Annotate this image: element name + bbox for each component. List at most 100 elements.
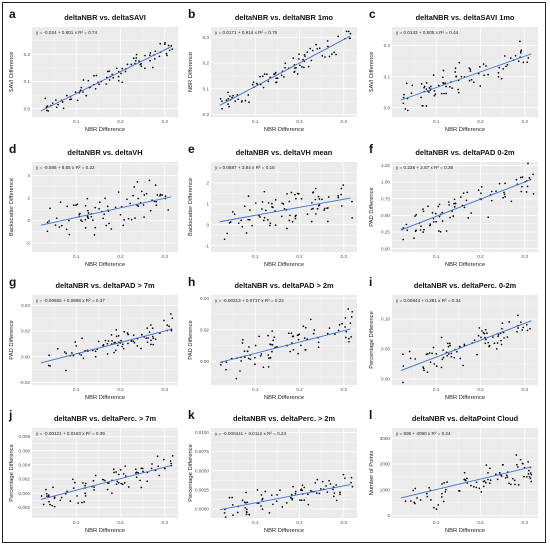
- data-point: [93, 489, 95, 491]
- data-point: [158, 474, 160, 477]
- x-tick-label: 0.3: [341, 254, 348, 259]
- x-tick-label: 0.3: [522, 254, 529, 259]
- data-point: [102, 344, 104, 347]
- data-point: [466, 477, 468, 480]
- data-point: [402, 381, 404, 384]
- data-point: [226, 232, 228, 235]
- data-point: [468, 67, 471, 69]
- data-point: [119, 213, 122, 216]
- data-point: [312, 207, 314, 210]
- data-point: [146, 341, 149, 344]
- data-point: [156, 455, 159, 458]
- data-point: [134, 472, 137, 474]
- data-point: [259, 355, 262, 357]
- data-point: [347, 30, 350, 33]
- data-point: [493, 342, 496, 345]
- y-tick-label: 0.1: [384, 74, 391, 79]
- data-point: [500, 475, 503, 477]
- data-point: [55, 99, 57, 101]
- y-axis-label: SAVI Difference: [369, 52, 375, 93]
- data-point: [121, 67, 124, 70]
- data-point: [303, 486, 306, 489]
- data-point: [337, 196, 340, 199]
- data-point: [302, 325, 305, 328]
- data-point: [120, 339, 122, 342]
- data-point: [496, 478, 499, 481]
- x-tick-label: 0.2: [296, 254, 303, 259]
- regression-equation: y = 0.00844 + 0.281 x R² = 0.34: [396, 298, 461, 303]
- x-tick-label: 0.1: [433, 119, 440, 124]
- data-point: [440, 366, 443, 369]
- data-point: [274, 224, 277, 226]
- y-tick-label: 0.05: [381, 347, 390, 352]
- x-tick-label: 0.1: [252, 520, 259, 525]
- data-point: [115, 335, 118, 338]
- data-point: [110, 334, 113, 336]
- data-point: [485, 464, 488, 466]
- data-point: [530, 473, 533, 476]
- scatter-plot-k: k deltaNBR vs. deltaPerc. > 2m 0.1 0.2 0.3 0.…: [188, 408, 357, 534]
- data-point: [318, 492, 321, 495]
- data-point: [299, 499, 301, 501]
- data-point: [149, 52, 152, 54]
- data-point: [93, 233, 96, 236]
- data-point: [289, 350, 292, 353]
- data-point: [223, 523, 225, 525]
- chart-title: deltaNBR vs. deltaVH: [67, 148, 142, 157]
- panel-letter: k: [188, 408, 195, 422]
- data-point: [344, 336, 347, 339]
- panel-letter: i: [369, 275, 372, 289]
- data-point: [159, 42, 162, 45]
- data-point: [506, 476, 509, 478]
- data-point: [458, 345, 461, 348]
- data-point: [245, 491, 247, 494]
- data-point: [479, 85, 482, 87]
- y-tick-label: -0.002: [17, 505, 30, 510]
- data-point: [404, 500, 407, 502]
- data-point: [406, 229, 409, 232]
- data-point: [65, 369, 67, 372]
- data-point: [321, 198, 323, 201]
- data-point: [432, 346, 435, 349]
- data-point: [429, 361, 432, 364]
- data-point: [141, 467, 144, 470]
- data-point: [505, 474, 508, 477]
- chart-panel-l: l deltaNBR vs. deltaPoint Cloud 0.1 0.2 0.3 0…: [365, 406, 545, 540]
- y-tick-label: 2: [206, 181, 209, 186]
- data-point: [52, 486, 54, 489]
- panel-letter: f: [369, 142, 374, 156]
- data-point: [269, 224, 271, 227]
- y-tick-label: 0.0: [24, 106, 31, 111]
- data-point: [264, 490, 267, 493]
- data-point: [291, 335, 294, 338]
- data-point: [521, 185, 523, 188]
- scatter-plot-f: f deltaNBR vs. deltaPAD 0-2m 0.1 0.2 0.3 0.00…: [369, 142, 538, 268]
- data-point: [44, 97, 47, 100]
- data-point: [345, 30, 348, 33]
- data-point: [271, 343, 274, 346]
- data-point: [405, 223, 408, 226]
- data-point: [414, 358, 417, 360]
- data-point: [95, 74, 98, 77]
- data-point: [431, 212, 434, 214]
- data-point: [520, 321, 522, 324]
- data-point: [132, 334, 135, 337]
- scatter-plot-e: e deltaNBR vs. deltaVH mean 0.1 0.2 0.3 -1 0 1 2…: [188, 142, 357, 268]
- data-point: [515, 178, 518, 181]
- data-point: [152, 66, 154, 69]
- data-point: [290, 493, 293, 496]
- data-point: [123, 219, 125, 221]
- data-point: [446, 354, 449, 357]
- data-point: [130, 218, 133, 221]
- data-point: [423, 85, 426, 88]
- data-point: [106, 482, 109, 484]
- data-point: [244, 506, 247, 509]
- data-point: [317, 341, 320, 344]
- data-point: [338, 324, 341, 326]
- data-point: [496, 342, 499, 344]
- data-point: [273, 73, 276, 75]
- data-point: [127, 217, 130, 220]
- data-point: [339, 493, 341, 496]
- data-point: [225, 368, 227, 371]
- data-point: [123, 482, 126, 484]
